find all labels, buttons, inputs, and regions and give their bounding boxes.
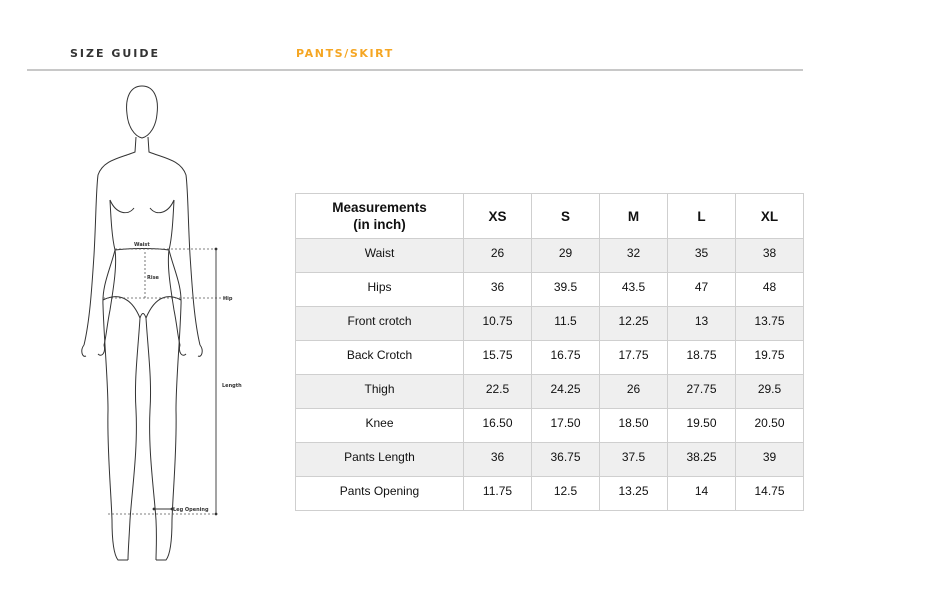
length-label: Length <box>222 383 242 389</box>
table-cell: 12.25 <box>599 306 668 341</box>
table-cell: 10.75 <box>463 306 532 341</box>
table-row: Waist 26 29 32 35 38 <box>295 238 804 273</box>
row-label: Pants Opening <box>295 476 464 511</box>
table-cell: 22.5 <box>463 374 532 409</box>
leg-opening-label: Leg Opening <box>173 507 209 513</box>
row-label: Knee <box>295 408 464 443</box>
table-cell: 18.75 <box>667 340 736 375</box>
size-guide-title: SIZE GUIDE <box>70 47 161 60</box>
size-header-xs: XS <box>463 193 532 239</box>
table-cell: 17.50 <box>531 408 600 443</box>
table-cell: 38 <box>735 238 804 273</box>
table-cell: 13 <box>667 306 736 341</box>
table-row: Pants Opening 11.75 12.5 13.25 14 14.75 <box>295 476 804 511</box>
waist-label: Waist <box>134 242 150 248</box>
body-measurement-figure: Waist Rise Hip Length Leg Opening <box>81 85 242 561</box>
row-label: Front crotch <box>295 306 464 341</box>
table-cell: 47 <box>667 272 736 307</box>
figure-torso-left <box>83 136 137 346</box>
table-cell: 26 <box>463 238 532 273</box>
table-cell: 43.5 <box>599 272 668 307</box>
table-cell: 15.75 <box>463 340 532 375</box>
row-label: Waist <box>295 238 464 273</box>
table-cell: 14.75 <box>735 476 804 511</box>
table-cell: 24.25 <box>531 374 600 409</box>
table-cell: 12.5 <box>531 476 600 511</box>
size-header-xl: XL <box>735 193 804 239</box>
table-row: Knee 16.50 17.50 18.50 19.50 20.50 <box>295 408 804 443</box>
table-header-row: Measurements (in inch) XS S M L XL <box>295 193 804 239</box>
table-cell: 26 <box>599 374 668 409</box>
table-cell: 27.75 <box>667 374 736 409</box>
table-cell: 20.50 <box>735 408 804 443</box>
table-cell: 39 <box>735 442 804 477</box>
table-cell: 11.5 <box>531 306 600 341</box>
row-label: Back Crotch <box>295 340 464 375</box>
table-row: Thigh 22.5 24.25 26 27.75 29.5 <box>295 374 804 409</box>
table-cell: 11.75 <box>463 476 532 511</box>
rise-label: Rise <box>147 275 160 281</box>
table-cell: 29 <box>531 238 600 273</box>
table-cell: 35 <box>667 238 736 273</box>
table-cell: 13.25 <box>599 476 668 511</box>
size-chart-table: Measurements (in inch) XS S M L XL Waist … <box>295 193 804 511</box>
table-cell: 16.50 <box>463 408 532 443</box>
table-cell: 38.25 <box>667 442 736 477</box>
table-cell: 13.75 <box>735 306 804 341</box>
size-header-s: S <box>531 193 600 239</box>
table-row: Pants Length 36 36.75 37.5 38.25 39 <box>295 442 804 477</box>
table-cell: 37.5 <box>599 442 668 477</box>
measurements-header: Measurements (in inch) <box>295 193 464 239</box>
table-cell: 39.5 <box>531 272 600 307</box>
table-row: Front crotch 10.75 11.5 12.25 13 13.75 <box>295 306 804 341</box>
table-row: Hips 36 39.5 43.5 47 48 <box>295 272 804 307</box>
table-cell: 18.50 <box>599 408 668 443</box>
size-header-l: L <box>667 193 736 239</box>
table-cell: 19.50 <box>667 408 736 443</box>
table-cell: 36.75 <box>531 442 600 477</box>
table-row: Back Crotch 15.75 16.75 17.75 18.75 19.7… <box>295 340 804 375</box>
figure-torso-right <box>147 136 201 346</box>
table-cell: 16.75 <box>531 340 600 375</box>
table-cell: 48 <box>735 272 804 307</box>
table-cell: 17.75 <box>599 340 668 375</box>
table-cell: 19.75 <box>735 340 804 375</box>
category-label: PANTS/SKIRT <box>296 47 394 60</box>
row-label: Pants Length <box>295 442 464 477</box>
table-cell: 36 <box>463 272 532 307</box>
row-label: Hips <box>295 272 464 307</box>
size-header-m: M <box>599 193 668 239</box>
table-cell: 29.5 <box>735 374 804 409</box>
table-cell: 32 <box>599 238 668 273</box>
figure-head <box>126 85 158 139</box>
hip-label: Hip <box>223 296 233 302</box>
header-divider <box>27 69 803 71</box>
table-cell: 36 <box>463 442 532 477</box>
table-cell: 14 <box>667 476 736 511</box>
row-label: Thigh <box>295 374 464 409</box>
